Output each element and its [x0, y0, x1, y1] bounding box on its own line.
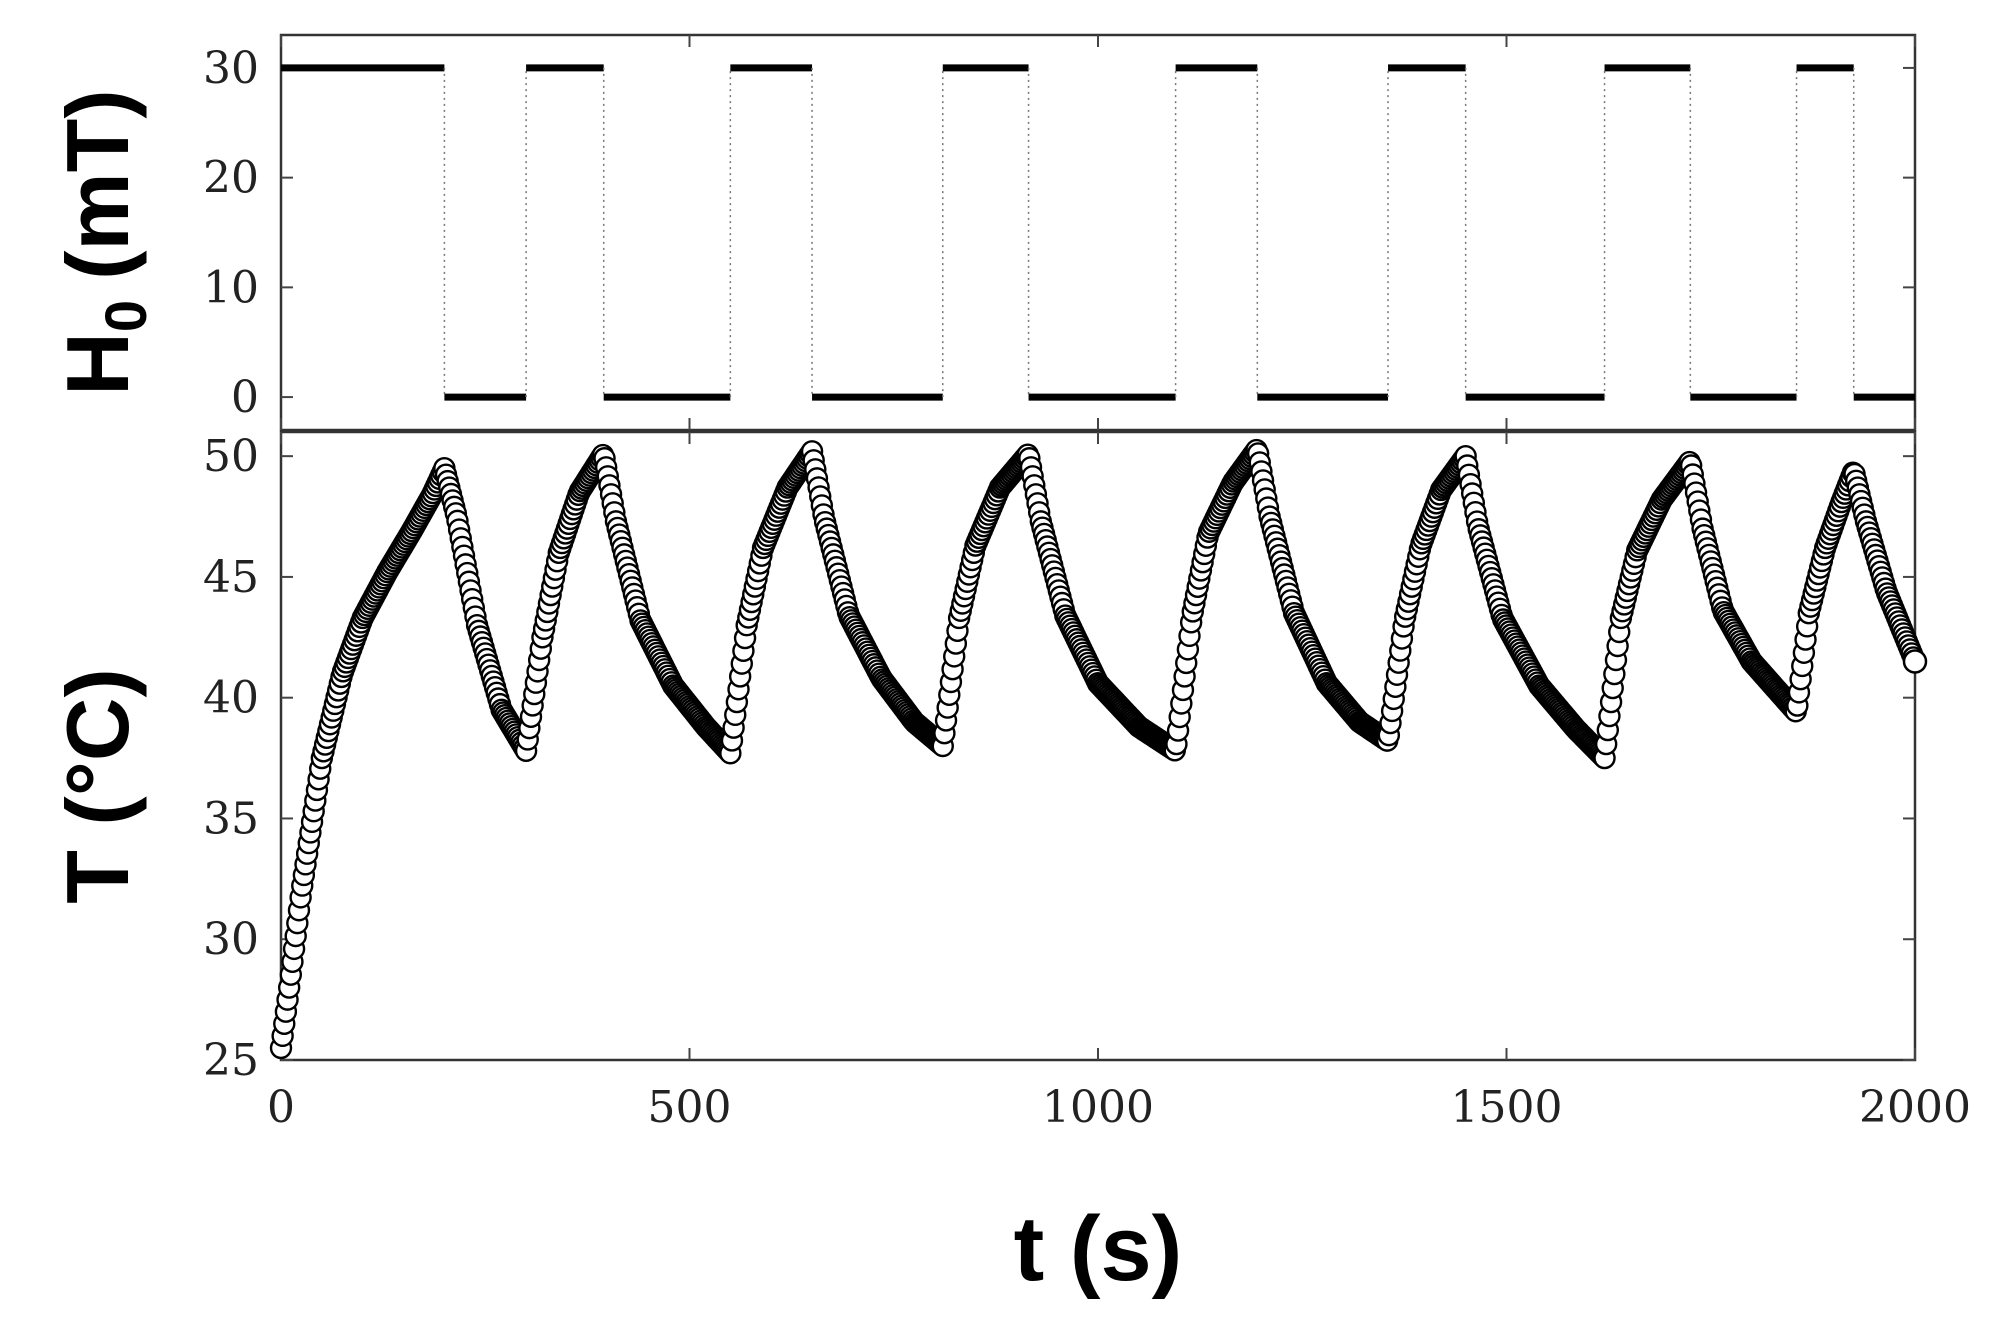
bottom-xtick-label-500: 500: [648, 1082, 732, 1133]
bottom-xtick-label-0: 0: [267, 1082, 295, 1133]
temperature-point-last: [1902, 649, 1928, 674]
top-y-axis-title: H0 (mT): [48, 89, 159, 395]
top-y-axis-title-subscript: 0: [94, 300, 159, 332]
x-axis-title: t (s): [1014, 1198, 1183, 1300]
temperature-series: [269, 438, 1928, 1060]
bottom-ytick-label-25: 25: [203, 1035, 259, 1086]
top-y-axis-title-main: H: [48, 332, 147, 396]
top-ytick-label-0: 0: [231, 372, 259, 423]
top-y-axis-title-unit: (mT): [48, 89, 147, 280]
h0-series: [281, 64, 1915, 401]
bottom-xtick-label-2000: 2000: [1859, 1082, 1971, 1133]
bottom-xtick-label-1500: 1500: [1451, 1082, 1563, 1133]
bottom-ytick-label-40: 40: [203, 673, 259, 724]
bottom-xtick-label-1000: 1000: [1042, 1082, 1154, 1133]
top-ytick-label-10: 10: [203, 262, 259, 313]
bottom-ytick-label-50: 50: [203, 431, 259, 482]
top-panel-frame: [279, 33, 1917, 432]
bottom-ytick-label-45: 45: [203, 552, 259, 603]
bottom-ytick-label-35: 35: [203, 793, 259, 844]
top-ytick-label-20: 20: [203, 153, 259, 204]
top-panel-ticks: 0 10 20 30: [203, 35, 1916, 430]
bottom-y-axis-title: T (°C): [48, 668, 147, 904]
top-ytick-label-30: 30: [203, 43, 259, 94]
bottom-ytick-label-30: 30: [203, 914, 259, 965]
